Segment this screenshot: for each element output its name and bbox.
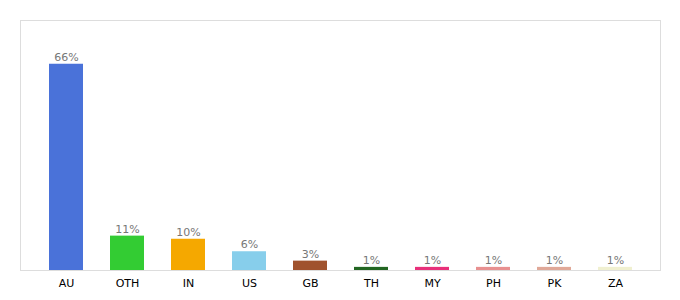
svg-text:PK: PK [548,277,563,290]
svg-text:1%: 1% [546,254,563,267]
svg-text:10%: 10% [176,226,200,239]
svg-text:ZA: ZA [608,277,624,290]
svg-text:US: US [242,277,257,290]
svg-text:1%: 1% [424,254,441,267]
svg-text:6%: 6% [241,238,258,251]
svg-text:PH: PH [486,277,501,290]
svg-text:1%: 1% [607,254,624,267]
svg-text:MY: MY [424,277,440,290]
svg-text:TH: TH [363,277,379,290]
svg-text:1%: 1% [363,254,380,267]
svg-text:11%: 11% [115,223,139,236]
svg-text:OTH: OTH [116,277,140,290]
svg-text:66%: 66% [54,51,78,64]
svg-text:AU: AU [59,277,75,290]
svg-text:GB: GB [302,277,318,290]
svg-text:1%: 1% [485,254,502,267]
svg-text:3%: 3% [302,248,319,261]
svg-text:IN: IN [183,277,194,290]
